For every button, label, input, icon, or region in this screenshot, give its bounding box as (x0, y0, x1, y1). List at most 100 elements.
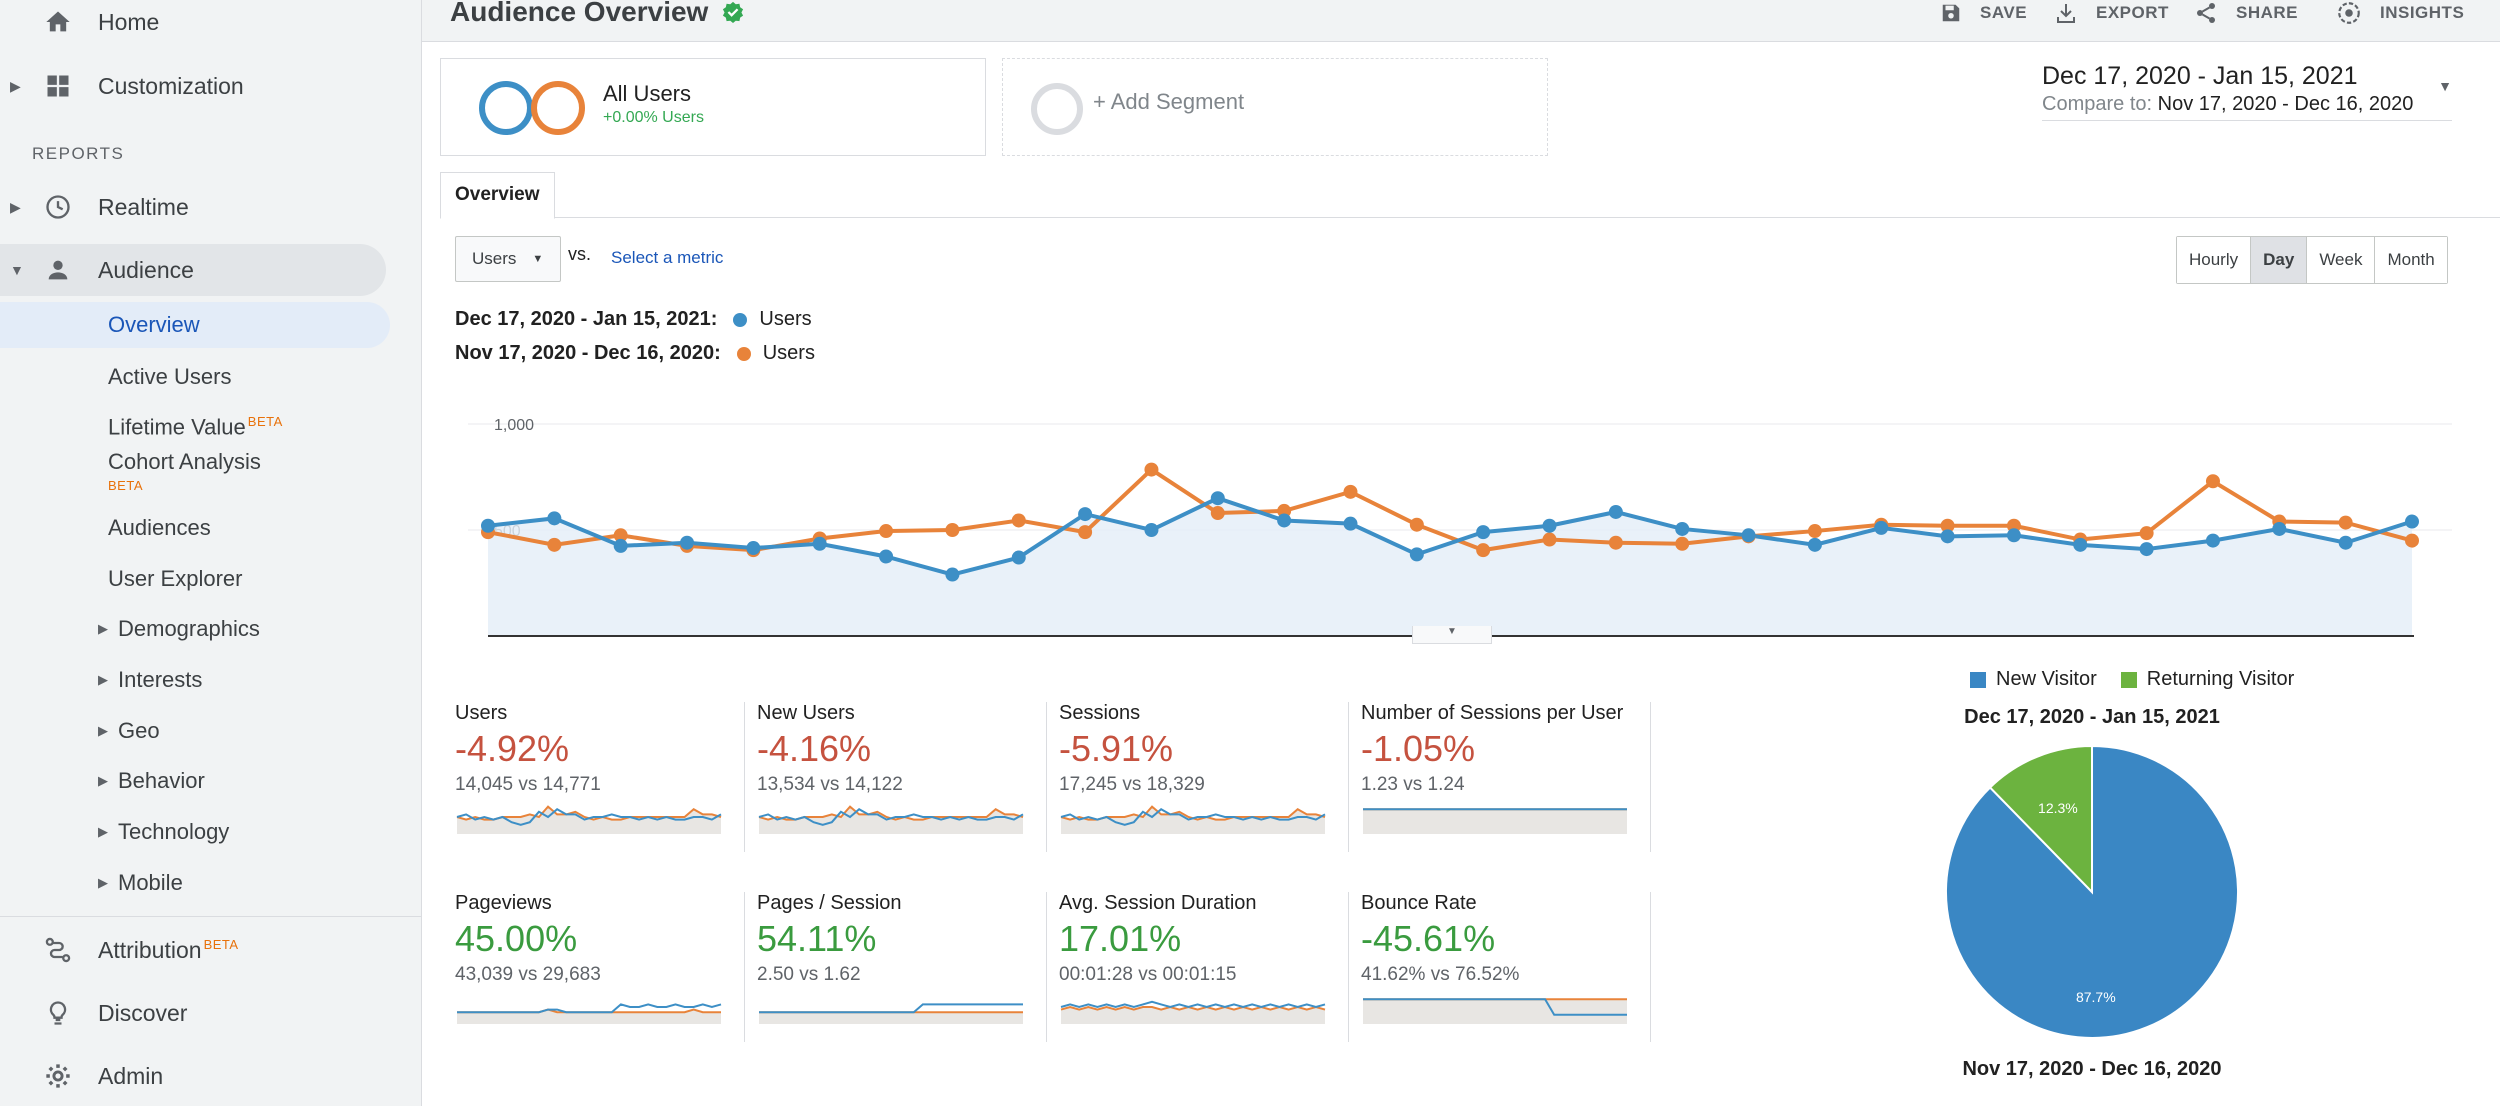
granularity-month[interactable]: Month (2375, 237, 2447, 283)
granularity-day[interactable]: Day (2251, 237, 2308, 283)
sidebar-item-behavior[interactable]: ▶ Behavior (0, 758, 390, 804)
insights-button[interactable]: INSIGHTS (2336, 0, 2464, 26)
metric-tile[interactable]: Users -4.92% 14,045 vs 14,771 (455, 702, 745, 852)
sidebar-item-technology[interactable]: ▶ Technology (0, 809, 390, 855)
share-button[interactable]: SHARE (2194, 0, 2298, 26)
sidebar: Home ▶ Customization REPORTS ▶ Realtime … (0, 0, 422, 1106)
chart-resize-handle[interactable]: ▼ (1412, 626, 1492, 644)
nav-attribution[interactable]: Attribution BETA (0, 924, 400, 976)
sparkline-area (457, 806, 721, 834)
expand-arrow-icon[interactable]: ▶ (98, 621, 108, 636)
expand-arrow-icon[interactable]: ▶ (10, 198, 21, 215)
sidebar-item-geo[interactable]: ▶ Geo (0, 708, 390, 754)
nav-discover[interactable]: Discover (0, 987, 400, 1039)
granularity-week[interactable]: Week (2307, 237, 2376, 283)
data-point-previous (1144, 462, 1159, 477)
metric-tile[interactable]: Sessions -5.91% 17,245 vs 18,329 (1059, 702, 1349, 852)
sparkline-area (1061, 806, 1325, 834)
sidebar-item-audiences[interactable]: Audiences (0, 505, 390, 551)
select-metric-link[interactable]: Select a metric (611, 248, 724, 267)
metric-tile[interactable]: Number of Sessions per User -1.05% 1.23 vs… (1361, 702, 1651, 852)
verified-check-icon (723, 1, 744, 23)
metric-label: Users (455, 702, 508, 724)
metric-compare: 14,045 vs 14,771 (455, 774, 601, 795)
pie-legend: New Visitor Returning Visitor (1970, 668, 2294, 691)
nav-home-label: Home (98, 8, 160, 35)
nav-attribution-label: Attribution (98, 936, 202, 963)
metric-tile[interactable]: Pageviews 45.00% 43,039 vs 29,683 (455, 892, 745, 1042)
sidebar-item-cohort-analysis[interactable]: Cohort Analysis BETA (0, 446, 390, 493)
export-button[interactable]: EXPORT (2054, 0, 2169, 26)
add-segment-button[interactable]: + Add Segment (1002, 58, 1548, 156)
nav-realtime-label: Realtime (98, 193, 189, 220)
compare-label: Compare to: (2042, 93, 2153, 115)
metric-label: New Users (757, 702, 855, 724)
sparkline-previous (1060, 1005, 1326, 1011)
metric-change: -4.92% (455, 728, 570, 769)
data-point-current (2139, 542, 2154, 557)
chevron-down-icon: ▼ (532, 253, 544, 265)
granularity-hourly[interactable]: Hourly (2177, 237, 2252, 283)
metric-tile[interactable]: New Users -4.16% 13,534 vs 14,122 (757, 702, 1047, 852)
sidebar-item-demographics[interactable]: ▶ Demographics (0, 606, 390, 652)
nav-audience[interactable]: ▼ Audience (0, 244, 386, 296)
data-point-previous (547, 537, 562, 552)
compare-range-value: Nov 17, 2020 - Dec 16, 2020 (2157, 93, 2414, 115)
sidebar-item-label: Lifetime Value (108, 414, 246, 440)
collapse-arrow-icon[interactable]: ▼ (10, 262, 24, 278)
date-range-value: Dec 17, 2020 - Jan 15, 2021 (2042, 62, 2358, 90)
sidebar-item-overview[interactable]: Overview (0, 302, 390, 348)
sidebar-item-lifetime-value[interactable]: Lifetime Value BETA (0, 404, 390, 450)
users-line-chart[interactable]: 1,000500…Dec 19Dec 21Dec 23Dec 25Dec 27D… (452, 372, 2452, 642)
expand-arrow-icon[interactable]: ▶ (10, 77, 21, 94)
data-point-previous (2338, 515, 2353, 530)
nav-home[interactable]: Home (0, 0, 400, 48)
metric-tile[interactable]: Avg. Session Duration 17.01% 00:01:28 vs 0… (1059, 892, 1349, 1042)
reports-heading: REPORTS (32, 144, 125, 163)
data-point-previous (945, 523, 960, 537)
metric-compare: 00:01:28 vs 00:01:15 (1059, 964, 1237, 985)
sidebar-item-active-users[interactable]: Active Users (0, 354, 390, 400)
segment-all-users[interactable]: All Users +0.00% Users (440, 58, 986, 156)
legend-previous: Nov 17, 2020 - Dec 16, 2020: Users (455, 342, 815, 365)
visitor-pie-chart[interactable]: 12.3% 87.7% (1942, 742, 2242, 1042)
save-button[interactable]: SAVE (1940, 0, 2027, 26)
expand-arrow-icon[interactable]: ▶ (98, 875, 108, 890)
expand-arrow-icon[interactable]: ▶ (98, 723, 108, 738)
beta-badge: BETA (108, 478, 143, 493)
series-line-current (487, 496, 2413, 577)
sparkline-area (1061, 1007, 1325, 1024)
metric-dropdown[interactable]: Users ▼ (455, 236, 561, 282)
chevron-down-icon[interactable]: ▼ (2438, 78, 2452, 94)
sidebar-item-mobile[interactable]: ▶ Mobile (0, 860, 390, 906)
series-area-current (488, 498, 2412, 636)
data-point-current (1940, 529, 1955, 544)
metric-tile[interactable]: Pages / Session 54.11% 2.50 vs 1.62 (757, 892, 1047, 1042)
data-point-current (1277, 513, 1292, 528)
data-point-previous (1675, 536, 1690, 551)
data-point-current (1741, 528, 1756, 543)
expand-arrow-icon[interactable]: ▶ (98, 672, 108, 687)
data-point-current (2338, 535, 2353, 550)
nav-realtime[interactable]: ▶ Realtime (0, 181, 400, 233)
data-point-current (1078, 507, 1093, 522)
metric-tile[interactable]: Bounce Rate -45.61% 41.62% vs 76.52% (1361, 892, 1651, 1042)
metric-change: 45.00% (455, 918, 578, 959)
data-point-current (2205, 533, 2220, 548)
expand-arrow-icon[interactable]: ▶ (98, 824, 108, 839)
data-point-current (2006, 528, 2021, 543)
insights-icon (2338, 2, 2360, 24)
tab-overview[interactable]: Overview (440, 172, 555, 219)
data-point-previous (2205, 474, 2220, 489)
expand-arrow-icon[interactable]: ▶ (98, 773, 108, 788)
sidebar-item-user-explorer[interactable]: User Explorer (0, 556, 390, 602)
nav-customization[interactable]: ▶ Customization (0, 60, 400, 112)
beta-badge: BETA (203, 936, 239, 952)
sparkline-area (759, 1012, 1023, 1024)
date-range-picker[interactable]: Dec 17, 2020 - Jan 15, 2021 Compare to: … (2042, 62, 2452, 121)
data-point-current (2073, 537, 2088, 552)
nav-admin[interactable]: Admin (0, 1050, 400, 1102)
sidebar-item-interests[interactable]: ▶ Interests (0, 657, 390, 703)
data-point-current (1608, 504, 1623, 519)
segment-name: All Users (603, 81, 692, 106)
